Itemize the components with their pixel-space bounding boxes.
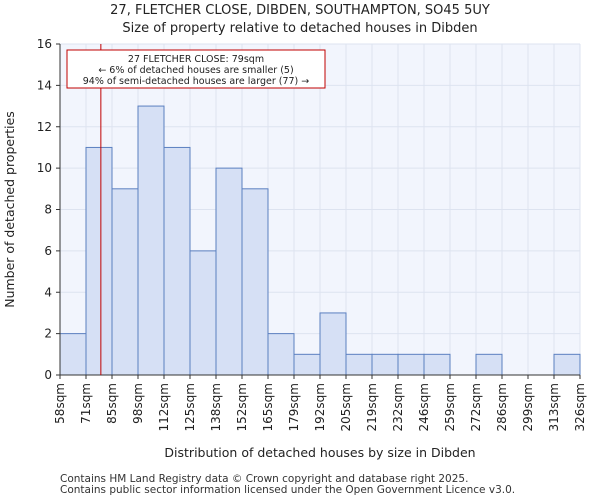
histogram-bar xyxy=(267,333,295,376)
histogram-bar xyxy=(397,353,425,376)
x-tick-label: 246sqm xyxy=(417,383,431,431)
y-tick-label: 8 xyxy=(44,203,52,217)
histogram-bar xyxy=(241,188,269,376)
histogram-bar xyxy=(215,167,243,376)
x-tick-label: 272sqm xyxy=(469,383,483,431)
y-tick-label: 4 xyxy=(44,285,52,299)
histogram-bar xyxy=(59,333,87,376)
x-tick-label: 326sqm xyxy=(573,383,587,431)
x-tick-label: 71sqm xyxy=(79,383,93,424)
y-tick-label: 12 xyxy=(37,120,52,134)
x-tick-label: 299sqm xyxy=(521,383,535,431)
histogram-bar xyxy=(293,353,321,376)
histogram-bar xyxy=(371,353,399,376)
x-tick-label: 192sqm xyxy=(313,383,327,431)
x-tick-label: 286sqm xyxy=(495,383,509,431)
footer-licence: Contains public sector information licen… xyxy=(60,484,516,496)
y-tick-label: 16 xyxy=(37,37,52,51)
histogram-bar xyxy=(345,353,373,376)
y-tick-label: 0 xyxy=(44,368,52,382)
x-tick-label: 138sqm xyxy=(209,383,223,431)
x-tick-label: 152sqm xyxy=(235,383,249,431)
x-axis-title: Distribution of detached houses by size … xyxy=(164,445,475,460)
annotation-line-2: ← 6% of detached houses are smaller (5) xyxy=(98,65,293,76)
x-tick-label: 85sqm xyxy=(105,383,119,424)
histogram-bar xyxy=(163,146,191,376)
x-tick-label: 165sqm xyxy=(261,383,275,431)
x-tick-label: 125sqm xyxy=(183,383,197,431)
chart-subtitle: Size of property relative to detached ho… xyxy=(122,21,478,36)
chart-title: 27, FLETCHER CLOSE, DIBDEN, SOUTHAMPTON,… xyxy=(110,3,490,18)
histogram-bar xyxy=(423,353,451,376)
histogram-bar xyxy=(319,312,347,376)
annotation-line-1: 27 FLETCHER CLOSE: 79sqm xyxy=(128,54,264,65)
x-tick-label: 205sqm xyxy=(339,383,353,431)
x-tick-label: 98sqm xyxy=(131,383,145,424)
x-tick-label: 313sqm xyxy=(547,383,561,431)
x-tick-label: 259sqm xyxy=(443,383,457,431)
histogram-bar xyxy=(553,353,581,376)
annotation-line-3: 94% of semi-detached houses are larger (… xyxy=(83,76,310,87)
y-tick-label: 10 xyxy=(37,161,52,175)
y-axis-title: Number of detached properties xyxy=(2,111,17,308)
annotation-box xyxy=(66,49,326,89)
histogram-bar xyxy=(137,105,165,376)
y-tick-label: 14 xyxy=(37,78,52,92)
footer-copyright: Contains HM Land Registry data © Crown c… xyxy=(60,473,469,485)
y-tick-label: 6 xyxy=(44,244,52,258)
x-tick-label: 219sqm xyxy=(365,383,379,431)
histogram-bar xyxy=(189,250,217,376)
x-tick-label: 179sqm xyxy=(287,383,301,431)
y-tick-label: 2 xyxy=(44,327,52,341)
histogram-bar xyxy=(111,188,139,376)
x-tick-label: 112sqm xyxy=(157,383,171,431)
x-tick-label: 232sqm xyxy=(391,383,405,431)
histogram-bar xyxy=(85,146,113,376)
histogram-bar xyxy=(475,353,503,376)
x-tick-label: 58sqm xyxy=(53,383,67,424)
